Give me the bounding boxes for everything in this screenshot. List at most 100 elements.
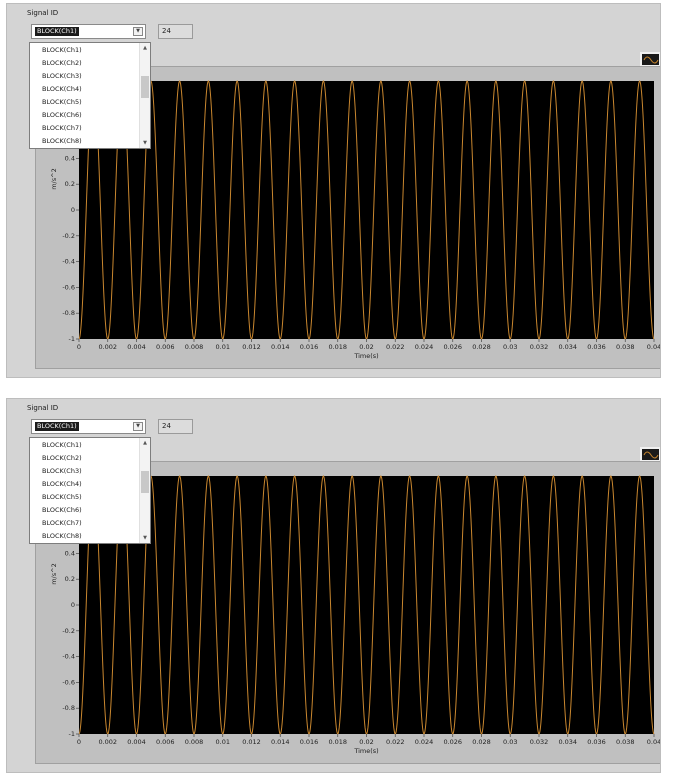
y-tick-label: 0.2	[65, 575, 75, 583]
x-tick-label: 0.008	[185, 738, 204, 746]
x-tick-label: 0.018	[328, 738, 347, 746]
dropdown-item[interactable]: BLOCK(Ch4)	[42, 480, 82, 488]
plot-legend[interactable]	[640, 52, 660, 67]
dropdown-item[interactable]: BLOCK(Ch7)	[42, 519, 82, 527]
y-axis-label: m/s^2	[50, 563, 58, 585]
dropdown-scrollbar[interactable]: ▲ ▼	[139, 43, 150, 148]
x-tick-label: 0.034	[558, 343, 577, 351]
x-tick-label: 0.036	[587, 738, 606, 746]
x-tick-label: 0.04	[647, 738, 661, 746]
dropdown-item[interactable]: BLOCK(Ch3)	[42, 72, 82, 80]
y-tick-label: 0	[71, 601, 75, 609]
x-tick-label: 0.022	[386, 343, 405, 351]
waveform-chart: 0 0.002 0.004 0.006 0.008 0.01 0.012 0.014 0.016…	[50, 475, 661, 755]
dropdown-item[interactable]: BLOCK(Ch1)	[42, 46, 82, 54]
combo-arrow-icon[interactable]: ▼	[133, 422, 143, 431]
dropdown-item[interactable]: BLOCK(Ch8)	[42, 137, 82, 145]
x-tick-label: 0.002	[98, 738, 117, 746]
y-tick-label: -1	[69, 335, 75, 343]
dropdown-item[interactable]: BLOCK(Ch2)	[42, 59, 82, 67]
scroll-down-icon[interactable]: ▼	[143, 140, 147, 146]
y-tick-label: -0.4	[62, 258, 75, 266]
x-tick-label: 0.024	[415, 343, 434, 351]
x-tick-label: 0.04	[647, 343, 661, 351]
y-tick-label: -0.2	[62, 232, 75, 240]
signal-id-value: BLOCK(Ch1)	[35, 422, 79, 431]
x-tick-label: 0.018	[328, 343, 347, 351]
sine-wave-icon	[643, 56, 659, 64]
sine-wave-icon	[643, 451, 659, 459]
signal-id-label: Signal ID	[27, 9, 59, 17]
x-axis-label: Time(s)	[353, 747, 378, 755]
plot-area	[79, 81, 654, 339]
signal-dropdown-list[interactable]: BLOCK(Ch1) BLOCK(Ch2) BLOCK(Ch3) BLOCK(Ch4)…	[29, 437, 151, 544]
dropdown-item[interactable]: BLOCK(Ch2)	[42, 454, 82, 462]
x-tick-label: 0.006	[156, 738, 175, 746]
x-tick-label: 0.032	[530, 343, 549, 351]
x-tick-label: 0.028	[472, 738, 491, 746]
x-tick-label: 0.004	[127, 738, 146, 746]
y-tick-label: -0.2	[62, 627, 75, 635]
x-tick-label: 0.002	[98, 343, 117, 351]
y-tick-label: 0.4	[65, 549, 75, 557]
dropdown-item[interactable]: BLOCK(Ch6)	[42, 506, 82, 514]
signal-id-combo[interactable]: BLOCK(Ch1) ▼	[31, 419, 146, 434]
signal-id-combo[interactable]: BLOCK(Ch1) ▼	[31, 24, 146, 39]
x-tick-label: 0.016	[300, 738, 319, 746]
scroll-up-icon[interactable]: ▲	[143, 45, 147, 51]
plot-legend[interactable]	[640, 447, 660, 462]
x-tick-label: 0.022	[386, 738, 405, 746]
x-tick-label: 0.004	[127, 343, 146, 351]
y-tick-label: 0.4	[65, 154, 75, 162]
dropdown-item[interactable]: BLOCK(Ch8)	[42, 532, 82, 540]
y-tick-label: 0.2	[65, 180, 75, 188]
dropdown-item[interactable]: BLOCK(Ch4)	[42, 85, 82, 93]
dropdown-item[interactable]: BLOCK(Ch5)	[42, 98, 82, 106]
combo-arrow-icon[interactable]: ▼	[133, 27, 143, 36]
dropdown-item[interactable]: BLOCK(Ch7)	[42, 124, 82, 132]
x-tick-label: 0.01	[216, 738, 230, 746]
count-indicator: 24	[158, 24, 193, 39]
x-tick-label: 0.016	[300, 343, 319, 351]
x-tick-label: 0.02	[359, 738, 373, 746]
y-tick-label: 0	[71, 206, 75, 214]
y-tick-label: -0.6	[62, 678, 75, 686]
waveform-graph[interactable]: 0 0.002 0.004 0.006 0.008 0.01 0.012 0.014 0.016…	[35, 66, 661, 369]
x-tick-label: 0.03	[503, 343, 517, 351]
x-tick-label: 0.024	[415, 738, 434, 746]
x-tick-label: 0.028	[472, 343, 491, 351]
scrollbar-thumb[interactable]	[141, 471, 149, 493]
x-tick-label: 0	[77, 738, 81, 746]
scroll-up-icon[interactable]: ▲	[143, 440, 147, 446]
y-tick-label: -0.6	[62, 283, 75, 291]
signal-dropdown-list[interactable]: BLOCK(Ch1) BLOCK(Ch2) BLOCK(Ch3) BLOCK(Ch4)…	[29, 42, 151, 149]
dropdown-scrollbar[interactable]: ▲ ▼	[139, 438, 150, 543]
scroll-down-icon[interactable]: ▼	[143, 535, 147, 541]
x-tick-label: 0.02	[359, 343, 373, 351]
x-tick-label: 0.012	[242, 343, 261, 351]
x-tick-label: 0.012	[242, 738, 261, 746]
y-axis-label: m/s^2	[50, 168, 58, 190]
dropdown-item[interactable]: BLOCK(Ch5)	[42, 493, 82, 501]
y-tick-label: -0.4	[62, 653, 75, 661]
x-axis-label: Time(s)	[353, 352, 378, 360]
x-tick-label: 0.008	[185, 343, 204, 351]
y-tick-label: -0.8	[62, 704, 75, 712]
panel-1: Signal ID BLOCK(Ch1) ▼ 24 0 0.002 0.004 0.0…	[6, 3, 661, 378]
x-tick-label: 0.014	[271, 343, 290, 351]
panel-2: Signal ID BLOCK(Ch1) ▼ 24 0 0.002 0.004 0.0…	[6, 398, 661, 773]
x-tick-label: 0.03	[503, 738, 517, 746]
signal-id-value: BLOCK(Ch1)	[35, 27, 79, 36]
x-tick-label: 0.014	[271, 738, 290, 746]
x-tick-label: 0.026	[443, 343, 462, 351]
x-tick-label: 0.038	[616, 738, 635, 746]
x-tick-label: 0.026	[443, 738, 462, 746]
dropdown-item[interactable]: BLOCK(Ch3)	[42, 467, 82, 475]
signal-id-label: Signal ID	[27, 404, 59, 412]
x-tick-label: 0.032	[530, 738, 549, 746]
x-tick-label: 0.036	[587, 343, 606, 351]
scrollbar-thumb[interactable]	[141, 76, 149, 98]
dropdown-item[interactable]: BLOCK(Ch1)	[42, 441, 82, 449]
dropdown-item[interactable]: BLOCK(Ch6)	[42, 111, 82, 119]
y-tick-label: -0.8	[62, 309, 75, 317]
